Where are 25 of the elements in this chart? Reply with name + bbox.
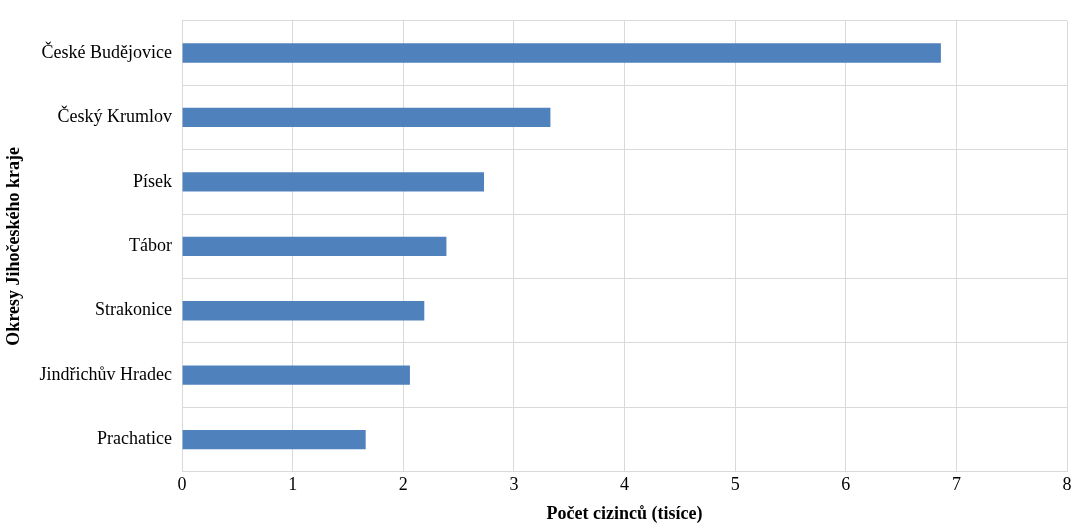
x-tick-label: 5 (730, 474, 740, 495)
y-tick-label: České Budějovice (41, 40, 173, 62)
x-tick-label: 3 (509, 474, 519, 495)
bar (182, 172, 485, 192)
x-tick-label: 0 (177, 474, 187, 495)
x-tick-label: 1 (288, 474, 298, 495)
bar (182, 301, 425, 321)
bar (182, 429, 366, 450)
x-tick-label: 6 (841, 474, 851, 495)
y-tick-label: Prachatice (97, 428, 173, 449)
bar (182, 43, 941, 63)
bar (182, 107, 551, 128)
x-axis-title: Počet cizinců (tisíce) (546, 502, 703, 524)
x-tick-label: 8 (1062, 474, 1072, 495)
bar (182, 236, 447, 256)
x-tick-label: 4 (620, 474, 630, 495)
x-tick-label: 2 (398, 474, 408, 495)
y-tick-label: Jindřichův Hradec (39, 363, 173, 384)
bar (182, 365, 410, 385)
y-tick-label: Tábor (129, 235, 173, 256)
y-axis-title: Okresy Jihočeského kraje (3, 146, 24, 346)
y-tick-label: Písek (133, 170, 173, 191)
y-tick-label: Český Krumlov (57, 105, 173, 127)
y-tick-label: Strakonice (95, 299, 173, 320)
x-tick-label: 7 (951, 474, 961, 495)
